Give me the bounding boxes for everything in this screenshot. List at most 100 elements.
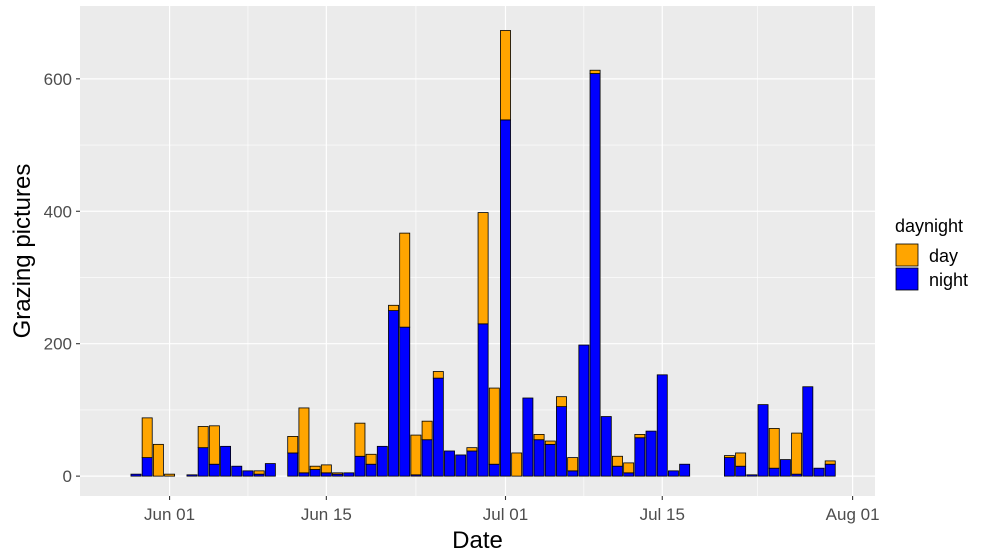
bar-day [791,432,803,475]
bar-day [253,470,265,475]
legend-label-day: day [929,246,958,266]
bar-night [421,439,433,477]
bar-night [533,439,545,477]
bar-night [813,467,825,477]
bar-night [735,465,747,477]
bar-day [735,452,747,467]
bar-night [130,473,142,477]
bar-night [578,344,590,477]
bars [130,30,836,477]
bar-night [645,430,657,477]
bar-night [197,447,209,477]
bar-day [208,425,220,465]
y-tick-label: 200 [44,335,72,354]
bar-night [141,457,153,477]
bar-day [320,464,332,474]
bar-night [466,450,478,477]
bar-night [320,472,332,477]
x-tick-label: Jun 15 [301,505,352,524]
bar-night [444,450,455,477]
bar-night [623,472,635,477]
bar-night [477,323,489,477]
bar-day [197,426,209,449]
bar-night [522,397,534,477]
bar-night [432,377,444,477]
bar-day [511,452,523,477]
bar-night [343,472,355,477]
bar-night [612,465,623,477]
bar-day [612,455,623,467]
bar-day [298,407,310,474]
bar-night [544,443,556,477]
bar-day [432,371,444,379]
y-tick-label: 0 [63,467,72,486]
bar-night [589,73,601,477]
x-tick-label: Jul 15 [640,505,685,524]
bar-night [287,452,299,477]
bar-night [556,406,567,477]
bar-day [723,455,735,458]
bar-night [208,463,220,477]
bar-day [623,462,635,474]
bar-day [399,232,411,328]
bar-night [231,465,243,477]
bar-night [365,463,377,477]
bar-night [679,463,691,477]
bar-night [757,404,769,477]
plot-panel [80,6,875,496]
bar-day [544,440,556,445]
bar-day [477,212,489,325]
x-tick-label: Jun 01 [144,505,195,524]
bar-day [500,30,511,121]
bar-day [567,457,579,472]
bar-day [533,434,545,441]
bar-night [455,454,467,477]
bar-night [354,455,366,477]
y-axis: 0 200 400 600 [44,70,80,486]
x-axis-title: Date [452,527,503,554]
bar-day [164,473,176,477]
bar-night [656,374,668,477]
bar-night [309,469,321,477]
bar-night [768,467,780,477]
bar-day [634,434,646,439]
y-tick-label: 400 [44,202,72,221]
bar-night [600,416,612,477]
bar-day [388,304,399,311]
bar-night [746,474,758,477]
bar-night [723,457,735,477]
x-tick-label: Jul 01 [483,505,528,524]
legend-title: daynight [895,216,963,236]
bar-night [779,459,791,477]
bar-night [488,463,500,477]
bar-night [399,326,411,477]
bar-day [309,465,321,470]
bar-day [488,387,500,465]
y-axis-title: Grazing pictures [9,164,36,339]
bar-day [768,428,780,469]
bar-night [376,445,388,477]
grid-minor [80,6,875,496]
bar-night [388,310,399,477]
bar-day [410,434,422,476]
bar-day [365,453,377,465]
y-tick-label: 600 [44,70,72,89]
legend-key-day [895,243,919,267]
bar-day [556,396,567,408]
x-tick-label: Aug 01 [826,505,880,524]
bar-day [421,420,433,441]
legend: daynight day night [895,216,968,291]
bar-night [802,386,814,477]
bar-day [332,472,343,475]
bar-day [152,443,164,477]
bar-day [141,417,153,458]
bar-night [567,470,579,477]
bar-night [668,470,679,477]
bar-day [466,447,478,452]
bar-night [264,463,276,477]
legend-label-night: night [929,270,968,290]
bar-night [824,463,836,477]
bar-night [500,119,511,477]
